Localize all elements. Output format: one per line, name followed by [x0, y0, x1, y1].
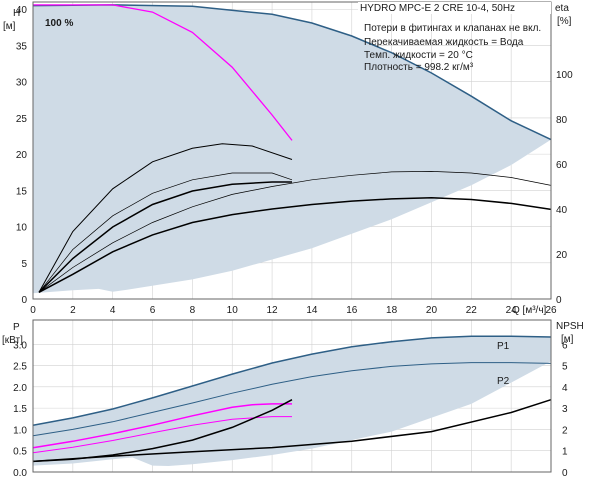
plot-frames	[32, 1, 552, 473]
head-tick-label: 40	[16, 5, 28, 16]
power-tick-label: 2.0	[13, 383, 27, 394]
x-tick-label: 22	[466, 305, 478, 316]
x-tick-label: 12	[267, 305, 279, 316]
info-fitting-losses: Потери в фитингах и клапанах не вкл.	[364, 22, 541, 34]
power-tick-label: 1.0	[13, 425, 27, 436]
efficiency-tick-label: 0	[556, 295, 562, 306]
head-panel-curve-3	[38, 172, 293, 293]
efficiency-tick-label: 40	[556, 205, 568, 216]
axis-tick-labels: 0 2 4 6 8 10 12 14 16 18 20 22 24 2605101520253035400…	[13, 5, 573, 479]
power-panel-curve-2	[32, 362, 552, 437]
npsh-axis-label: NPSH	[556, 321, 584, 332]
series-label-p2: P2	[497, 376, 510, 387]
power-envelope-area	[33, 336, 551, 466]
x-tick-label: 4	[110, 305, 116, 316]
x-tick-label: 26	[545, 305, 557, 316]
head-panel-curve-1	[33, 4, 293, 141]
power-panel-curve-3	[32, 403, 292, 449]
npsh-tick-label: 5	[562, 362, 568, 373]
head-panel-curve-4	[38, 181, 292, 293]
head-efficiency-curves	[33, 4, 552, 293]
qh-max-curve	[32, 4, 552, 141]
qh-operating-area	[33, 4, 551, 294]
power-npsh-curves	[32, 335, 552, 463]
npsh-tick-label: 2	[562, 425, 568, 436]
x-tick-label: 16	[346, 305, 358, 316]
x-tick-label: 20	[426, 305, 438, 316]
power-axis-unit: [кВт]	[2, 335, 23, 346]
x-tick-label: 6	[150, 305, 156, 316]
power-panel-frame	[32, 319, 552, 473]
power-tick-label: 2.5	[13, 362, 27, 373]
head-tick-label: 10	[16, 223, 28, 234]
head-tick-label: 25	[16, 114, 28, 125]
speed-label: 100 %	[45, 18, 73, 29]
head-panel-frame	[32, 1, 552, 300]
info-pump-model: HYDRO MPC-E 2 CRE 10-4, 50Hz	[360, 3, 515, 14]
info-density: Плотность = 998.2 кг/м³	[364, 62, 474, 73]
series-label-p1: P1	[497, 341, 510, 352]
npsh-tick-label: 6	[562, 340, 568, 351]
x-tick-label: 24	[506, 305, 518, 316]
power-tick-label: 0.0	[13, 468, 27, 479]
power-panel-curve-4	[32, 416, 292, 454]
npsh-tick-label: 4	[562, 383, 568, 394]
efficiency-tick-label: 80	[556, 115, 568, 126]
efficiency-axis-unit: [%]	[557, 16, 572, 27]
head-tick-label: 35	[16, 41, 28, 52]
npsh-tick-label: 0	[562, 468, 568, 479]
info-pumped-liquid: Перекачиваемая жидкость = Вода	[364, 37, 524, 48]
power-axis-label: P	[13, 322, 20, 333]
info-liquid-temperature: Темп. жидкости = 20 °C	[364, 50, 473, 61]
x-tick-label: 2	[70, 305, 76, 316]
head-axis-unit: [м]	[3, 21, 16, 32]
head-panel-curve-5	[38, 171, 552, 293]
x-tick-label: 14	[306, 305, 318, 316]
power-panel-curve-1	[32, 335, 552, 426]
power-tick-label: 0.5	[13, 447, 27, 458]
npsh-tick-label: 1	[562, 447, 568, 458]
power-tick-label: 3.0	[13, 340, 27, 351]
npsh-axis-unit: [м]	[561, 334, 574, 345]
efficiency-tick-label: 100	[556, 70, 573, 81]
power-panel-curve-6	[32, 398, 552, 463]
head-tick-label: 5	[21, 259, 27, 270]
efficiency-tick-label: 60	[556, 160, 568, 171]
efficiency-tick-label: 20	[556, 250, 568, 261]
x-tick-label: 0	[30, 305, 36, 316]
head-panel-curve-2	[38, 143, 293, 293]
power-tick-label: 1.5	[13, 404, 27, 415]
head-envelope-area	[32, 4, 552, 294]
head-tick-label: 20	[16, 150, 28, 161]
head-tick-label: 0	[21, 295, 27, 306]
flow-axis-label: Q [м³/ч]	[512, 305, 547, 316]
x-tick-label: 10	[227, 305, 239, 316]
head-panel-curve-6	[38, 197, 552, 293]
npsh-tick-label: 3	[562, 404, 568, 415]
efficiency-axis-label: eta	[555, 3, 569, 14]
power-operating-area	[33, 336, 551, 466]
info-title-background	[358, 2, 551, 14]
head-tick-label: 15	[16, 186, 28, 197]
head-tick-label: 30	[16, 78, 28, 89]
x-tick-label: 18	[386, 305, 398, 316]
x-tick-label: 8	[190, 305, 196, 316]
head-axis-label: H	[13, 8, 20, 19]
